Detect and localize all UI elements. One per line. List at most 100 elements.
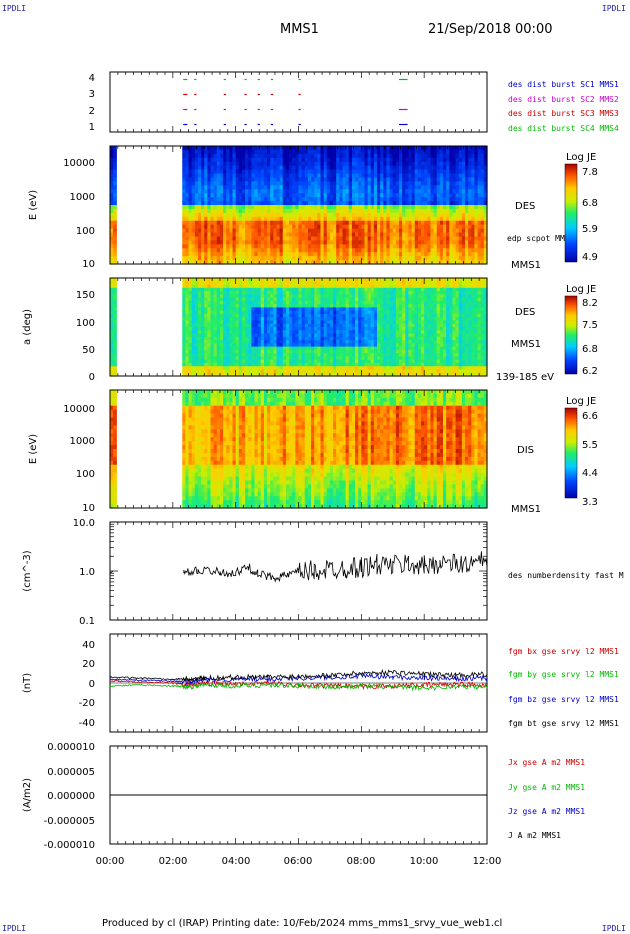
spectrogram-cell (411, 201, 416, 206)
spectrogram-cell (298, 260, 303, 265)
spectrogram-cell (241, 193, 246, 198)
spectrogram-cell (279, 216, 284, 222)
spectrogram-cell (358, 260, 362, 265)
spectrogram-cell (292, 297, 296, 302)
spectrogram-cell (241, 165, 246, 171)
spectrogram-cell (427, 189, 432, 194)
spectrogram-cell (207, 291, 212, 295)
spectrogram-cell (223, 177, 227, 182)
spectrogram-cell (285, 228, 290, 234)
spectrogram-cell (364, 327, 369, 331)
spectrogram-cell (295, 356, 300, 361)
spectrogram-cell (219, 177, 224, 182)
spectrogram-cell (241, 369, 246, 374)
spectrogram-cell (461, 220, 466, 226)
spectrogram-cell (408, 157, 413, 163)
spectrogram-cell (257, 294, 262, 299)
spectrogram-cell (367, 173, 372, 179)
spectrogram-cell (417, 153, 422, 159)
spectrogram-cell (424, 240, 428, 245)
spectrogram-cell (285, 369, 290, 374)
spectrogram-cell (298, 146, 303, 151)
spectrogram-cell (245, 224, 249, 230)
spectrogram-cell (279, 366, 284, 371)
spectrogram-cell (477, 149, 482, 155)
spectrogram-cell (276, 369, 281, 374)
spectrogram-cell (386, 224, 391, 230)
spectrogram-cell (326, 372, 331, 377)
spectrogram-cell (235, 346, 240, 351)
spectrogram-cell (295, 232, 300, 238)
spectrogram-cell (216, 212, 221, 218)
spectrogram-cell (210, 240, 215, 245)
spectrogram-cell (402, 161, 406, 167)
spectrogram-cell (424, 248, 428, 253)
spectrogram-cell (367, 304, 372, 308)
spectrogram-cell (458, 260, 463, 265)
spectrogram-cell (289, 256, 293, 261)
spectrogram-cell (345, 300, 350, 305)
spectrogram-cell (223, 157, 227, 163)
spectrogram-cell (395, 256, 400, 261)
spectrogram-cell (254, 240, 259, 245)
spectrogram-cell (361, 256, 366, 261)
spectrogram-cell (245, 336, 249, 341)
spectrogram-cell (317, 212, 322, 218)
spectrogram-cell (339, 333, 344, 338)
spectrogram-cell (455, 177, 460, 182)
spectrogram-cell (204, 369, 208, 374)
spectrogram-cell (241, 297, 246, 302)
spectrogram-cell (110, 336, 114, 341)
spectrogram-cell (348, 310, 353, 315)
spectrogram-cell (282, 294, 287, 299)
spectrogram-cell (260, 256, 265, 261)
spectrogram-cell (251, 291, 256, 295)
spectrogram-cell (392, 146, 397, 151)
spectrogram-cell (182, 165, 186, 171)
spectrogram-cell (267, 212, 271, 218)
spectrogram-cell (295, 287, 300, 292)
spectrogram-cell (336, 157, 340, 163)
spectrogram-cell (383, 153, 388, 159)
spectrogram-cell (480, 205, 485, 210)
spectrogram-cell (210, 340, 215, 344)
spectrogram-cell (336, 228, 340, 234)
spectrogram-cell (373, 240, 378, 245)
spectrogram-cell (468, 252, 472, 257)
spectrogram-cell (405, 228, 410, 234)
spectrogram-cell (207, 212, 212, 218)
spectrogram-cell (351, 220, 356, 226)
spectrogram-cell (210, 353, 215, 357)
spectrogram-cell (257, 307, 262, 312)
spectrogram-cell (267, 252, 271, 257)
spectrogram-cell (307, 317, 312, 322)
spectrogram-cell (188, 205, 193, 210)
spectrogram-cell (342, 173, 347, 179)
spectrogram-cell (424, 212, 428, 218)
spectrogram-cell (452, 161, 457, 167)
spectrogram-cell (285, 165, 290, 171)
spectrogram-cell (245, 353, 249, 357)
spectrogram-cell (289, 294, 293, 299)
spectrogram-cell (232, 208, 237, 214)
spectrogram-cell (226, 236, 230, 241)
spectrogram-cell (339, 157, 344, 163)
spectrogram-cell (329, 149, 334, 155)
spectrogram-cell (263, 330, 268, 335)
spectrogram-cell (320, 349, 325, 354)
spectrogram-cell (339, 294, 344, 299)
spectrogram-cell (191, 284, 196, 289)
spectrogram-cell (238, 256, 243, 261)
spectrogram-cell (355, 287, 359, 292)
spectrogram-cell (326, 208, 331, 214)
spectrogram-cell (361, 343, 366, 348)
spectrogram-cell (248, 320, 252, 325)
spectrogram-cell (292, 165, 296, 171)
spectrogram-cell (223, 169, 227, 175)
spectrogram-cell (483, 205, 488, 210)
spectrogram-cell (270, 193, 274, 198)
spectrogram-cell (248, 212, 252, 218)
spectrogram-cell (113, 173, 117, 179)
spectrogram-cell (276, 346, 281, 351)
spectrogram-cell (449, 244, 454, 249)
